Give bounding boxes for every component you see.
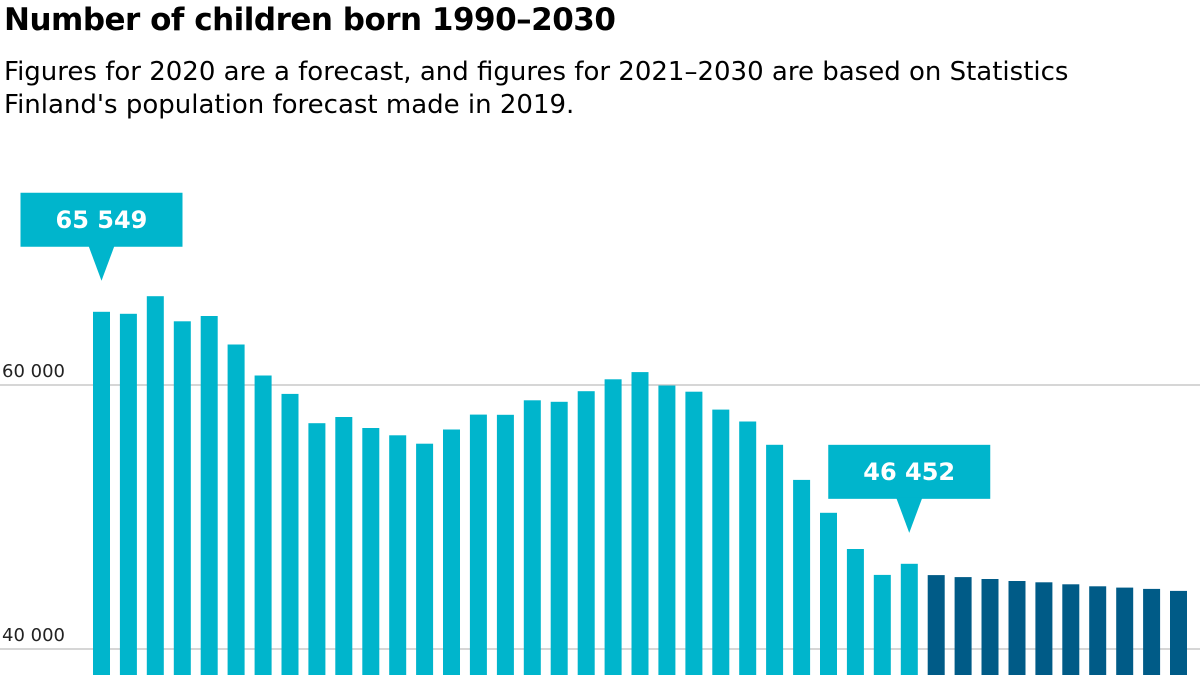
bar-2006 [523, 400, 541, 675]
bar-2014 [739, 421, 757, 675]
bar-2030 [1170, 590, 1187, 675]
callout-pointer [896, 497, 923, 533]
bar-1997 [281, 393, 299, 675]
bar-1993 [173, 321, 191, 675]
bar-1992 [146, 296, 164, 675]
y-tick-label: 60 000 [2, 361, 65, 382]
bar-2003 [443, 429, 460, 675]
bar-2011 [658, 385, 676, 675]
bar-1996 [254, 375, 272, 675]
bar-2009 [604, 379, 622, 675]
bar-1991 [119, 313, 137, 675]
bar-2021 [927, 575, 945, 675]
callout-box [828, 444, 991, 499]
bar-2007 [550, 401, 568, 675]
bar-1995 [227, 344, 245, 675]
bar-2004 [469, 414, 487, 675]
bar-2018 [846, 549, 864, 675]
bar-2013 [712, 409, 730, 675]
bar-2005 [496, 414, 514, 675]
bar-2012 [685, 391, 703, 675]
y-tick-labels: 40 000 60 000 [2, 361, 65, 646]
bar-2001 [389, 435, 407, 675]
callout-box [20, 192, 183, 247]
bar-2024 [1008, 581, 1026, 675]
chart-title: Number of children born 1990–2030 [4, 2, 616, 38]
bar-2017 [820, 512, 837, 675]
callout-value-label: 65 549 [56, 206, 148, 234]
bar-2026 [1062, 584, 1080, 675]
bar-2000 [362, 428, 380, 675]
value-callouts: 65 549 46 452 [20, 192, 991, 533]
callout-pointer [88, 245, 115, 281]
bar-1990 [93, 311, 110, 675]
bar-2025 [1035, 582, 1053, 675]
bar-1998 [308, 423, 326, 675]
bar-2023 [981, 579, 999, 675]
bar-2029 [1143, 588, 1161, 675]
bar-2022 [954, 577, 972, 675]
chart-subtitle: Figures for 2020 are a forecast, and fig… [4, 57, 1069, 120]
gridlines [0, 384, 1200, 650]
bar-2027 [1089, 586, 1107, 675]
bar-2008 [577, 391, 595, 675]
bar-2016 [793, 479, 811, 675]
bar-2002 [416, 443, 434, 675]
y-tick-label: 40 000 [2, 625, 65, 646]
bar-1994 [200, 316, 218, 675]
bars [93, 296, 1187, 675]
bar-2020 [900, 563, 918, 675]
callout: 46 452 [828, 444, 991, 533]
bar-1999 [335, 417, 353, 675]
bar-2019 [873, 574, 891, 675]
bar-2010 [631, 372, 649, 675]
bar-2015 [766, 444, 784, 675]
bar-2028 [1116, 587, 1134, 675]
callout: 65 549 [20, 192, 183, 281]
callout-value-label: 46 452 [863, 458, 955, 486]
